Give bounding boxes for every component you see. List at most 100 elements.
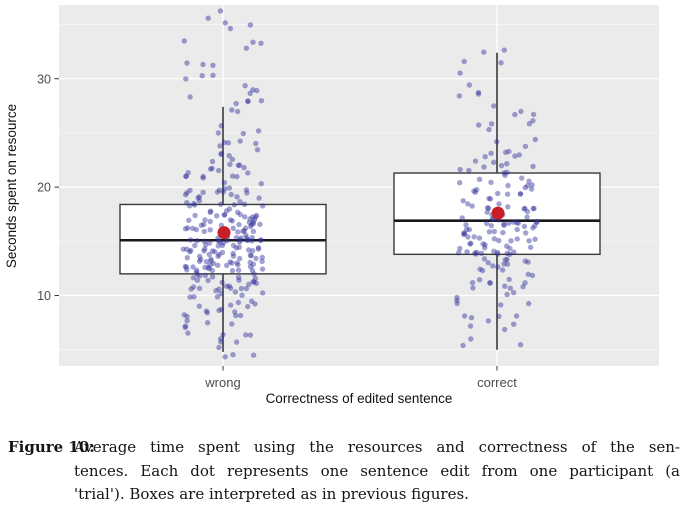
data-point: [206, 266, 212, 272]
data-point: [202, 272, 208, 278]
y-tick-label-20: 20: [37, 181, 51, 195]
data-point: [250, 87, 256, 93]
data-point: [484, 220, 490, 227]
data-point: [248, 253, 254, 259]
data-point: [214, 213, 220, 219]
data-point: [504, 256, 510, 263]
data-point: [465, 201, 471, 207]
data-point: [209, 248, 216, 254]
data-point: [471, 188, 477, 194]
data-point: [222, 354, 228, 360]
data-point: [217, 143, 223, 149]
data-point: [243, 285, 250, 292]
data-point: [221, 180, 228, 186]
data-point: [463, 222, 469, 228]
data-point: [250, 220, 257, 227]
data-point: [237, 162, 243, 168]
data-point: [209, 165, 215, 172]
data-point: [201, 221, 207, 228]
data-point: [487, 280, 493, 286]
data-point: [491, 248, 497, 254]
data-point: [187, 294, 193, 300]
data-point: [223, 208, 230, 214]
data-point: [214, 294, 221, 300]
data-point: [206, 240, 213, 246]
data-point: [474, 186, 480, 193]
data-point: [219, 279, 225, 286]
data-point: [219, 249, 226, 256]
data-point: [201, 248, 207, 254]
data-point: [201, 238, 208, 244]
data-point: [513, 313, 520, 319]
data-point: [247, 90, 253, 97]
data-point: [232, 309, 238, 315]
data-point: [184, 318, 190, 324]
data-point: [526, 300, 532, 307]
data-point: [200, 189, 206, 195]
data-point: [247, 259, 253, 266]
data-point: [235, 267, 242, 273]
data-point: [222, 186, 228, 192]
data-point: [501, 47, 507, 53]
data-point: [496, 237, 502, 244]
data-point: [226, 185, 233, 191]
data-point: [474, 249, 480, 256]
data-point: [507, 285, 513, 291]
data-point: [207, 227, 213, 233]
data-point: [255, 128, 262, 134]
data-point: [532, 236, 538, 242]
data-point: [205, 277, 211, 284]
data-point: [235, 209, 241, 215]
data-point: [254, 87, 260, 94]
data-point: [259, 254, 265, 261]
data-point: [464, 249, 470, 255]
data-point: [454, 300, 460, 307]
data-point: [456, 250, 462, 256]
data-point: [242, 225, 249, 231]
data-point: [183, 173, 189, 179]
data-point: [222, 20, 228, 26]
data-point: [522, 184, 528, 191]
data-point: [216, 307, 222, 313]
data-point: [191, 200, 197, 207]
data-point: [502, 257, 508, 263]
data-point: [498, 162, 505, 169]
data-point: [217, 239, 223, 245]
data-point: [182, 263, 188, 270]
data-point: [477, 266, 483, 272]
mean-dot: [491, 206, 505, 220]
data-point: [461, 313, 468, 319]
data-point: [183, 173, 189, 179]
data-point: [494, 249, 501, 256]
data-point: [472, 158, 479, 164]
data-point: [216, 344, 222, 351]
data-point: [185, 225, 191, 231]
data-point: [200, 61, 206, 68]
data-point: [249, 267, 256, 274]
data-point: [244, 237, 251, 243]
data-point: [213, 288, 219, 294]
data-point: [250, 219, 256, 225]
data-point: [524, 183, 531, 189]
data-point: [229, 107, 235, 113]
data-point: [205, 15, 211, 21]
data-point: [207, 218, 213, 225]
data-point: [528, 186, 535, 192]
data-point: [501, 222, 507, 228]
figure-caption: Figure 10: Average time spent using the …: [8, 436, 680, 507]
data-point: [472, 189, 479, 195]
data-point: [253, 212, 260, 219]
data-point: [476, 235, 483, 241]
data-point: [476, 277, 483, 283]
data-point: [531, 205, 537, 212]
data-point: [481, 256, 488, 262]
data-point: [241, 228, 247, 234]
data-point: [193, 269, 200, 275]
data-point: [523, 230, 529, 236]
data-point: [484, 209, 490, 215]
data-point: [475, 91, 482, 97]
data-point: [249, 214, 256, 220]
data-point: [461, 58, 467, 65]
data-point: [237, 237, 243, 243]
data-point: [237, 211, 243, 218]
